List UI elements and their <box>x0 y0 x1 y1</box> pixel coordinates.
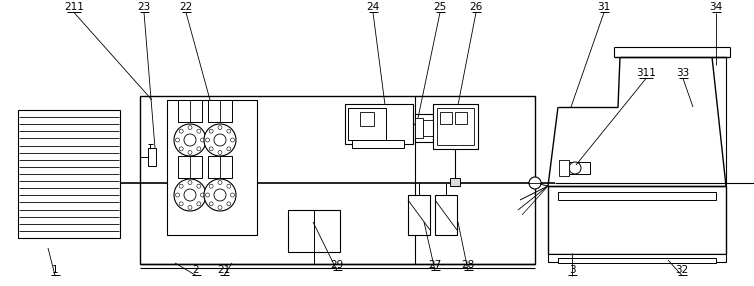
Text: 1: 1 <box>52 265 58 275</box>
Text: 311: 311 <box>636 68 656 78</box>
Circle shape <box>214 134 226 146</box>
Bar <box>18 110 120 238</box>
Circle shape <box>179 129 183 133</box>
Bar <box>360 112 374 126</box>
Circle shape <box>209 202 213 206</box>
Text: 3: 3 <box>569 265 575 275</box>
Text: 34: 34 <box>710 2 722 12</box>
Circle shape <box>218 126 222 130</box>
Text: 22: 22 <box>179 2 192 12</box>
Circle shape <box>209 147 213 151</box>
Circle shape <box>206 193 210 197</box>
Bar <box>558 258 716 263</box>
Circle shape <box>188 206 192 210</box>
Text: 27: 27 <box>428 260 442 270</box>
Circle shape <box>188 180 192 184</box>
Circle shape <box>227 184 231 188</box>
Bar <box>178 100 202 122</box>
Text: 23: 23 <box>137 2 151 12</box>
Bar <box>345 104 413 144</box>
Circle shape <box>188 126 192 130</box>
Circle shape <box>197 202 201 206</box>
Text: 25: 25 <box>434 2 446 12</box>
Bar <box>208 100 232 122</box>
Circle shape <box>218 150 222 154</box>
Circle shape <box>569 162 581 174</box>
Bar <box>450 178 460 186</box>
Bar <box>433 104 478 149</box>
Circle shape <box>209 129 213 133</box>
Bar <box>440 112 452 124</box>
Bar <box>140 96 535 264</box>
Bar <box>148 148 156 166</box>
Text: 26: 26 <box>470 2 483 12</box>
Text: 33: 33 <box>676 68 690 78</box>
Bar <box>548 254 726 262</box>
Bar <box>558 192 716 200</box>
Circle shape <box>218 180 222 184</box>
Bar <box>415 114 433 142</box>
Bar <box>288 210 340 252</box>
Bar <box>178 156 202 178</box>
Circle shape <box>209 184 213 188</box>
Circle shape <box>174 179 206 211</box>
Bar <box>548 186 726 254</box>
Text: 2: 2 <box>193 265 199 275</box>
Text: 24: 24 <box>366 2 379 12</box>
Circle shape <box>197 147 201 151</box>
Circle shape <box>184 134 196 146</box>
Circle shape <box>176 138 179 142</box>
Bar <box>423 120 433 136</box>
Circle shape <box>227 202 231 206</box>
Text: 32: 32 <box>676 265 688 275</box>
Text: 28: 28 <box>461 260 474 270</box>
Text: 29: 29 <box>330 260 344 270</box>
Circle shape <box>179 202 183 206</box>
Circle shape <box>227 147 231 151</box>
Text: 211: 211 <box>64 2 84 12</box>
Circle shape <box>201 193 204 197</box>
Circle shape <box>214 189 226 201</box>
Circle shape <box>179 147 183 151</box>
Bar <box>435 195 457 235</box>
Text: 21: 21 <box>217 265 231 275</box>
Circle shape <box>188 150 192 154</box>
Circle shape <box>201 138 204 142</box>
Bar <box>167 100 257 235</box>
Bar <box>408 195 430 235</box>
Bar <box>437 108 474 145</box>
Circle shape <box>231 193 234 197</box>
Circle shape <box>529 177 541 189</box>
Bar <box>559 160 569 176</box>
Circle shape <box>184 189 196 201</box>
Circle shape <box>231 138 234 142</box>
Circle shape <box>204 179 236 211</box>
Bar <box>348 108 386 140</box>
Circle shape <box>179 184 183 188</box>
Text: 31: 31 <box>597 2 611 12</box>
Circle shape <box>227 129 231 133</box>
Bar <box>415 118 423 138</box>
Circle shape <box>218 206 222 210</box>
Circle shape <box>174 124 206 156</box>
Circle shape <box>197 184 201 188</box>
Circle shape <box>204 124 236 156</box>
Bar <box>565 162 590 174</box>
Circle shape <box>206 138 210 142</box>
Bar <box>352 140 404 148</box>
Bar <box>455 112 467 124</box>
Circle shape <box>176 193 179 197</box>
Bar <box>208 156 232 178</box>
Circle shape <box>197 129 201 133</box>
